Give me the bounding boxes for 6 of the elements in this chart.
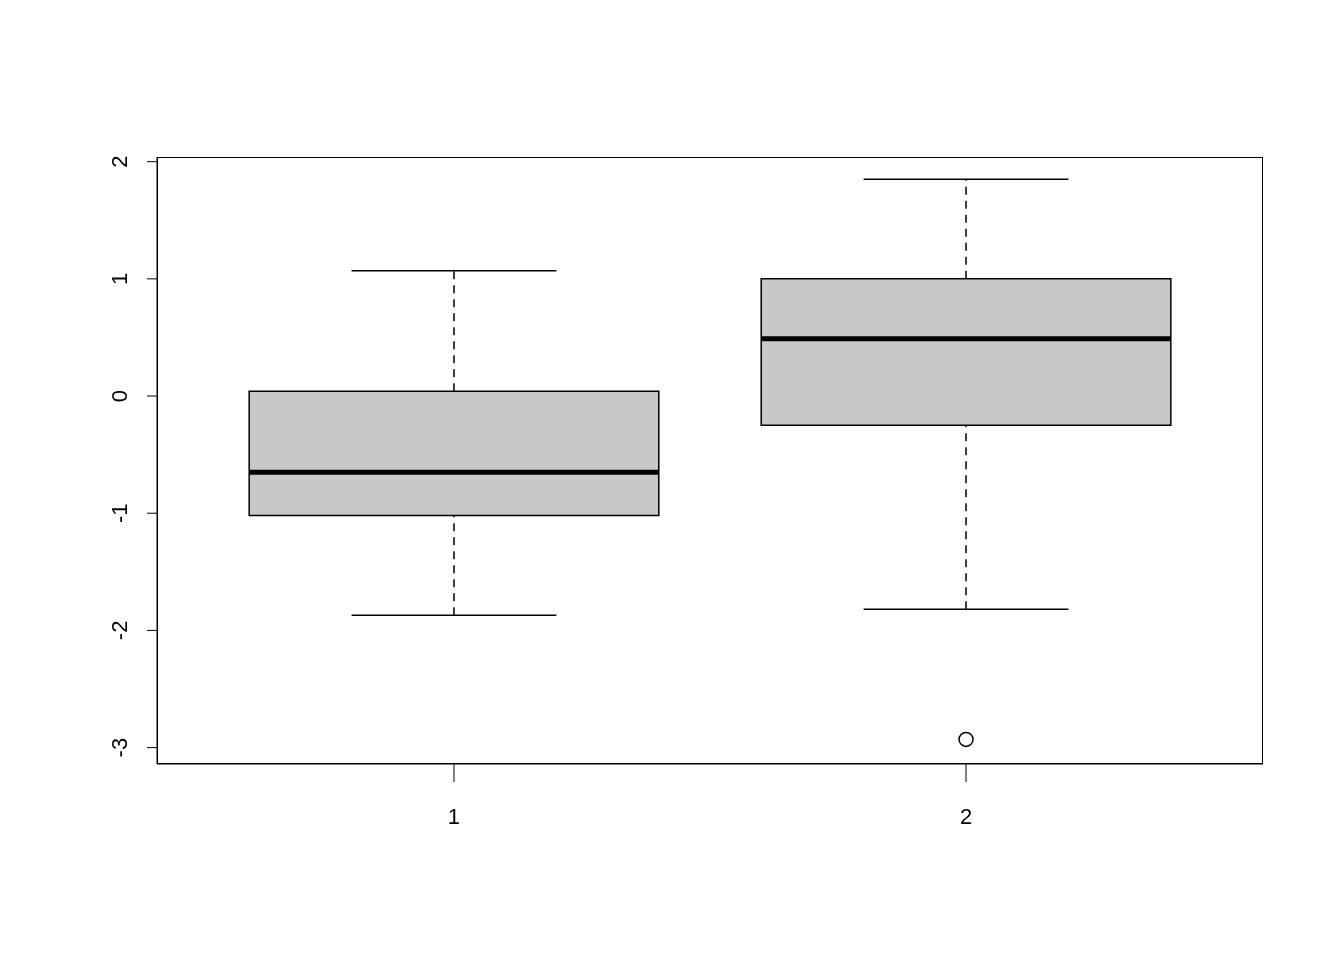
y-tick-label: 0: [107, 389, 132, 403]
y-tick-label: -2: [107, 620, 132, 641]
y-tick-label: 1: [107, 272, 132, 285]
y-tick-label: 2: [107, 155, 132, 168]
y-tick-label: -1: [107, 503, 132, 524]
y-tick-label: -3: [107, 737, 132, 758]
